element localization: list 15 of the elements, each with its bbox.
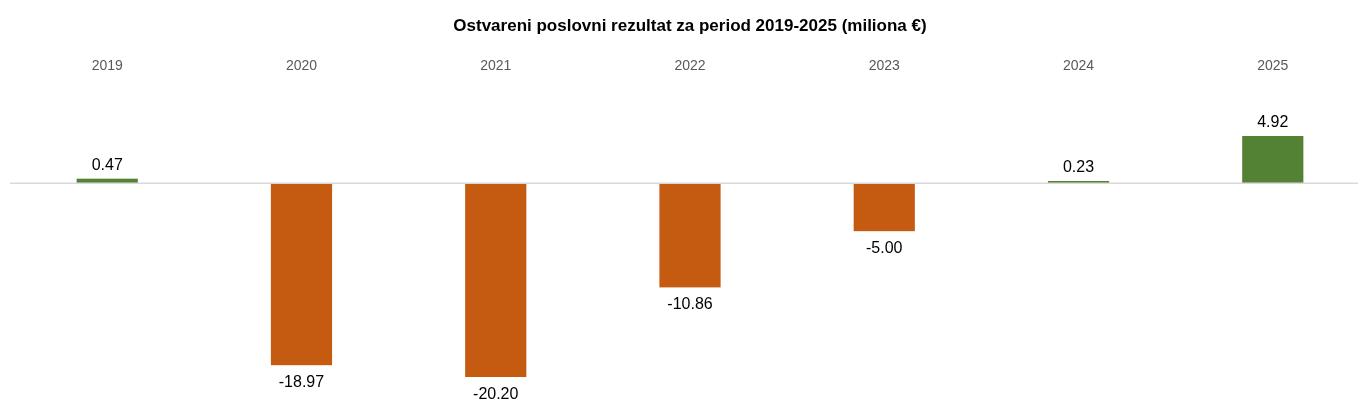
x-tick-label: 2020: [285, 57, 318, 73]
x-tick-label: 2023: [868, 57, 901, 73]
x-tick-label: 2025: [1257, 57, 1289, 73]
x-tick-label: 2021: [480, 57, 512, 73]
x-tick-label: 2022: [674, 57, 706, 73]
chart-title: Ostvareni poslovni rezultat za period 2019-2025 (miliona €): [453, 16, 927, 35]
x-tick-label: 2019: [91, 57, 124, 73]
data-label: 0.23: [1062, 158, 1095, 175]
data-label: 0.47: [91, 155, 123, 173]
x-tick-label: 2024: [1062, 57, 1095, 73]
data-label: 4.92: [1257, 113, 1289, 130]
data-label: -5.00: [866, 239, 903, 257]
data-label: -18.97: [278, 373, 325, 391]
data-label: -10.86: [667, 295, 713, 313]
data-label: -20.20: [473, 385, 519, 402]
